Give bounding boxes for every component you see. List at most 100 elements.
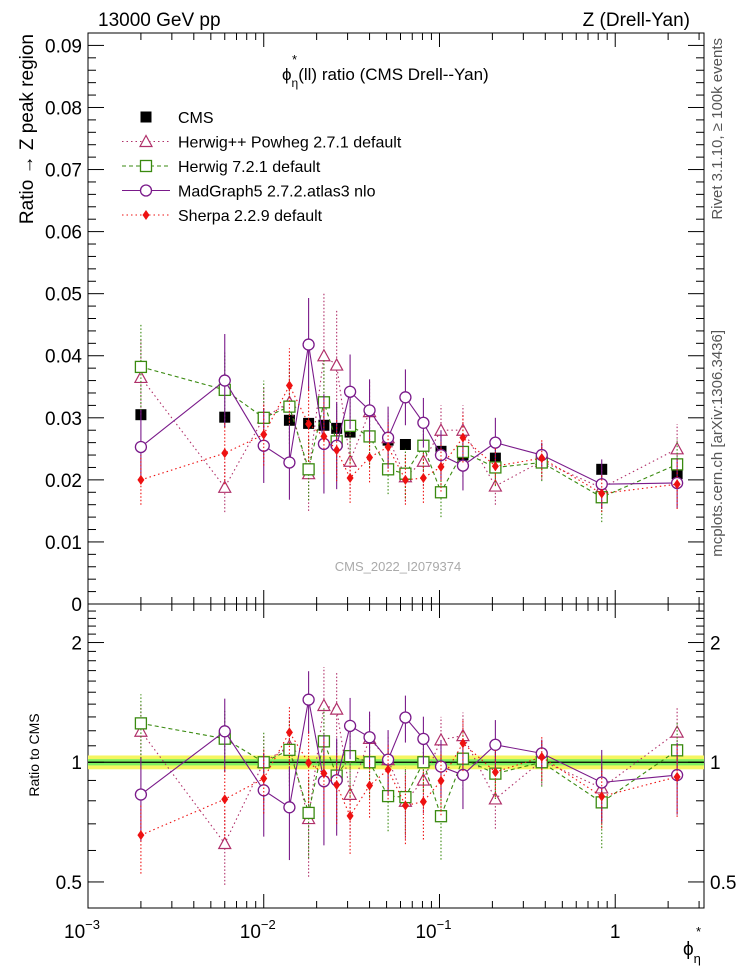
- data-point-madgraph: [218, 374, 231, 387]
- legend-label: Herwig 7.2.1 default: [178, 159, 321, 176]
- ratio-y-tick-label: 0.5: [56, 873, 82, 894]
- data-point-herwigpp: [670, 441, 685, 455]
- mcplots-credit-label: mcplots.cern.ch [arXiv:1306.3436]: [709, 330, 726, 557]
- data-point-madgraph: [283, 456, 296, 469]
- legend-label: Herwig++ Powheg 2.7.1 default: [178, 135, 402, 152]
- legend: CMS Herwig++ Powheg 2.7.1 default Herwig 7…: [122, 110, 402, 225]
- legend-entry-madgraph: MadGraph5 2.7.2.atlas3 nlo: [122, 184, 376, 201]
- ratio-point-sherpa: [459, 738, 467, 749]
- ratio-line-herwigpp: [140, 704, 678, 845]
- title-rest: (ll) ratio (CMS Drell--Yan): [298, 65, 488, 84]
- y-tick-label: 0.06: [45, 223, 82, 244]
- series-madgraph: [134, 298, 684, 861]
- y-tick-label: 0: [71, 595, 82, 616]
- data-point-sherpa: [346, 473, 354, 484]
- title-phi: ϕ: [282, 65, 292, 84]
- ratio-point-madgraph: [399, 711, 412, 724]
- data-point-herwigpp: [316, 348, 331, 362]
- data-point-sherpa: [598, 488, 606, 499]
- data-point-sherpa: [384, 441, 392, 452]
- y-tick-label: 0.09: [45, 36, 82, 57]
- data-point-sherpa: [366, 452, 374, 463]
- y-tick-label: 0.01: [45, 533, 82, 554]
- ratio-point-madgraph: [257, 784, 270, 797]
- ratio-point-madgraph: [343, 719, 357, 732]
- y-tick-label: 0.05: [45, 285, 82, 306]
- ratio-point-sherpa: [538, 752, 546, 763]
- legend-marker: [139, 159, 153, 173]
- y-tick-label: 0.08: [45, 98, 82, 119]
- ratio-point-sherpa: [346, 810, 354, 821]
- y-tick-label: 0.07: [45, 161, 82, 182]
- data-point-madgraph: [489, 436, 502, 449]
- lower-y-axis-label: Ratio to CMS: [26, 713, 42, 796]
- data-point-madgraph: [302, 338, 315, 351]
- ratio-point-herwigpp: [217, 836, 232, 850]
- ratio-y-tick-label: 2: [71, 634, 82, 655]
- ratio-point-sherpa: [491, 767, 499, 778]
- ratio-point-sherpa: [401, 800, 409, 811]
- header-process-label: Z (Drell-Yan): [583, 10, 690, 31]
- ratio-point-herwigpp: [329, 701, 344, 715]
- y-tick-label: 0.04: [45, 347, 82, 368]
- data-point-sherpa: [260, 429, 268, 440]
- data-point-herwig7: [283, 400, 296, 413]
- data-point-sherpa: [305, 419, 313, 430]
- data-point-cms: [399, 438, 411, 450]
- ratio-point-madgraph: [456, 768, 470, 782]
- legend-entry-sherpa: Sherpa 2.2.9 default: [122, 208, 323, 225]
- ratio-point-madgraph: [363, 731, 376, 744]
- ratio-point-madgraph: [283, 801, 296, 814]
- data-point-madgraph: [343, 385, 357, 398]
- ratio-point-sherpa: [673, 771, 681, 782]
- data-point-madgraph: [363, 404, 376, 417]
- x-tick-label: 10−2: [240, 917, 276, 943]
- data-point-sherpa: [137, 474, 145, 485]
- title-star: *: [292, 52, 297, 67]
- legend-marker: [142, 210, 150, 220]
- legend-marker: [138, 134, 154, 148]
- data-point-herwig7: [434, 486, 448, 499]
- ratio-point-herwig7: [434, 810, 448, 823]
- data-point-sherpa: [333, 445, 341, 456]
- data-point-herwig7: [302, 463, 315, 476]
- data-point-herwig7: [134, 360, 148, 374]
- data-point-sherpa: [491, 461, 499, 472]
- legend-marker: [140, 111, 152, 123]
- x-axis-star: *: [696, 924, 701, 939]
- x-tick-label: 1: [610, 922, 621, 943]
- ratio-point-madgraph: [489, 738, 502, 751]
- ratio-point-herwig7: [302, 806, 315, 820]
- legend-label: CMS: [178, 110, 214, 127]
- rivet-version-label: Rivet 3.1.10, ≥ 100k events: [709, 38, 726, 220]
- y-tick-label: 0.03: [45, 409, 82, 430]
- ratio-point-madgraph: [218, 725, 231, 738]
- x-tick-label: 10−1: [415, 917, 451, 943]
- ratio-uncertainty-band: [88, 755, 704, 770]
- ratio-line-sherpa: [140, 731, 678, 836]
- upper-y-axis-label: Ratio → Z peak region: [17, 34, 38, 224]
- data-point-sherpa: [459, 432, 467, 443]
- x-axis-label: ϕη: [683, 939, 701, 966]
- x-axis-phi: ϕ: [683, 939, 694, 960]
- ratio-point-sherpa: [419, 796, 427, 807]
- ratio-point-sherpa: [305, 757, 313, 768]
- series-line-sherpa: [140, 384, 678, 495]
- ratio-point-herwig7: [134, 717, 148, 730]
- ratio-point-sherpa: [260, 773, 268, 784]
- data-point-madgraph: [257, 439, 270, 452]
- ratio-point-sherpa: [437, 775, 445, 786]
- data-point-sherpa: [419, 473, 427, 484]
- data-point-sherpa: [285, 380, 293, 391]
- header-energy-label: 13000 GeV pp: [98, 10, 221, 31]
- data-point-cms: [283, 414, 295, 426]
- ratio-point-sherpa: [320, 768, 328, 779]
- data-point-madgraph: [134, 440, 148, 454]
- data-point-sherpa: [673, 479, 681, 490]
- data-point-herwigpp: [133, 370, 148, 384]
- ratio-point-herwigpp: [316, 698, 331, 712]
- ratio-point-sherpa: [285, 727, 293, 738]
- ratio-point-sherpa: [333, 780, 341, 791]
- ratio-point-sherpa: [598, 791, 606, 802]
- y-tick-label: 0.02: [45, 471, 82, 492]
